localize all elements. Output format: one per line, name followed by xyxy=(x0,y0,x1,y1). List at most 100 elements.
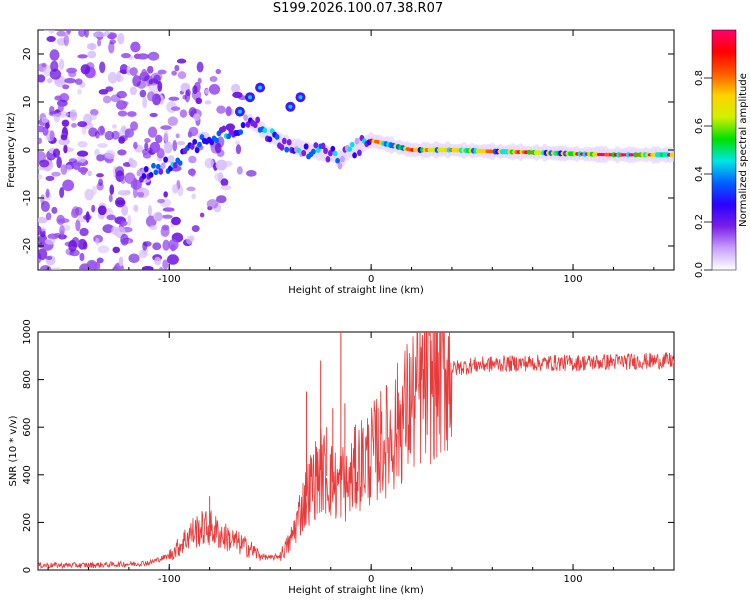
noise-blob xyxy=(42,307,53,312)
snr-line xyxy=(38,332,674,570)
noise-blob xyxy=(49,49,60,61)
noise-blob xyxy=(107,33,116,40)
ridge-blob xyxy=(252,121,258,129)
noise-blob xyxy=(36,13,46,19)
noise-blob xyxy=(60,287,67,298)
noise-blob xyxy=(53,113,61,123)
noise-blob xyxy=(177,141,186,146)
noise-blob xyxy=(43,12,52,20)
noise-blob xyxy=(76,272,82,278)
ridge-blob xyxy=(163,156,169,163)
noise-blob xyxy=(103,296,112,307)
noise-blob xyxy=(77,88,82,95)
ridge-blob xyxy=(284,146,290,153)
noise-blob xyxy=(160,226,170,237)
ridge-blob xyxy=(313,142,319,149)
noise-blob xyxy=(57,218,70,224)
noise-blob xyxy=(196,61,204,73)
ridge-blob xyxy=(303,143,309,150)
noise-blob xyxy=(40,201,50,212)
noise-blob xyxy=(216,105,226,114)
noise-blob xyxy=(98,89,109,95)
ridge-blob xyxy=(347,146,353,152)
y-tick-label: 1000 xyxy=(22,319,33,344)
noise-blob xyxy=(108,194,113,203)
noise-blob xyxy=(61,119,70,127)
noise-blob xyxy=(97,125,106,136)
y-tick-label: 400 xyxy=(22,465,33,484)
noise-blob xyxy=(124,290,131,301)
noise-blob xyxy=(49,68,62,80)
y-tick-label: 800 xyxy=(22,370,33,389)
noise-blob xyxy=(86,42,97,51)
noise-blob xyxy=(49,25,55,30)
noise-blob xyxy=(69,109,78,121)
noise-blob xyxy=(39,6,48,14)
noise-blob xyxy=(97,143,108,148)
noise-blob xyxy=(121,204,129,216)
noise-blob xyxy=(142,96,148,109)
noise-blob xyxy=(68,70,77,78)
noise-blob xyxy=(117,149,127,156)
noise-blob xyxy=(51,171,61,177)
noise-blob xyxy=(97,205,107,216)
noise-blob xyxy=(154,256,162,266)
noise-blob xyxy=(63,144,68,154)
noise-blob xyxy=(191,225,200,233)
noise-blob xyxy=(97,245,110,254)
snr-y-axis-label: SNR (10 * v/v) xyxy=(8,415,19,486)
noise-blob xyxy=(38,137,42,144)
noise-blob xyxy=(152,242,162,251)
ridge-blob xyxy=(153,169,159,176)
noise-blob xyxy=(120,175,126,184)
noise-blob xyxy=(102,224,114,234)
noise-blob xyxy=(114,166,125,177)
noise-blob xyxy=(176,58,187,64)
noise-blob xyxy=(172,139,178,152)
ridge-blob xyxy=(357,149,362,157)
noise-blob xyxy=(120,233,129,246)
noise-blob xyxy=(54,9,63,17)
noise-blob xyxy=(117,305,124,317)
noise-blob xyxy=(146,276,151,285)
noise-blob xyxy=(204,157,214,169)
noise-blob xyxy=(147,51,160,61)
ridge-blob xyxy=(143,165,149,173)
noise-blob xyxy=(96,173,104,178)
ridge-blob xyxy=(267,136,273,143)
noise-blob xyxy=(43,268,49,270)
noise-blob xyxy=(52,148,61,158)
ridge-blob xyxy=(327,149,333,157)
noise-blob xyxy=(34,285,45,294)
noise-blob xyxy=(82,319,89,324)
noise-blob xyxy=(64,77,76,84)
noise-blob xyxy=(55,281,63,292)
noise-blob xyxy=(84,188,94,201)
noise-blob xyxy=(107,71,118,84)
noise-blob xyxy=(216,136,225,148)
ridge-blob xyxy=(155,163,161,170)
ridge-blob xyxy=(192,138,198,145)
noise-blob xyxy=(48,303,53,307)
noise-blob xyxy=(117,190,130,196)
noise-blob xyxy=(78,30,86,37)
noise-blob xyxy=(130,121,139,131)
y-tick-label: 0 xyxy=(22,147,33,153)
noise-blob xyxy=(235,140,240,146)
noise-blob xyxy=(43,30,49,32)
noise-blob xyxy=(129,67,138,76)
noise-blob xyxy=(60,0,65,8)
noise-blob xyxy=(208,83,221,95)
noise-blob xyxy=(76,150,89,157)
noise-blob xyxy=(126,65,131,76)
noise-blob xyxy=(84,323,94,328)
noise-blob xyxy=(41,62,47,68)
noise-blob xyxy=(116,90,128,99)
ridge-blob xyxy=(158,168,164,175)
noise-blob xyxy=(77,166,89,173)
noise-blob xyxy=(77,54,88,59)
noise-blob xyxy=(102,294,109,302)
